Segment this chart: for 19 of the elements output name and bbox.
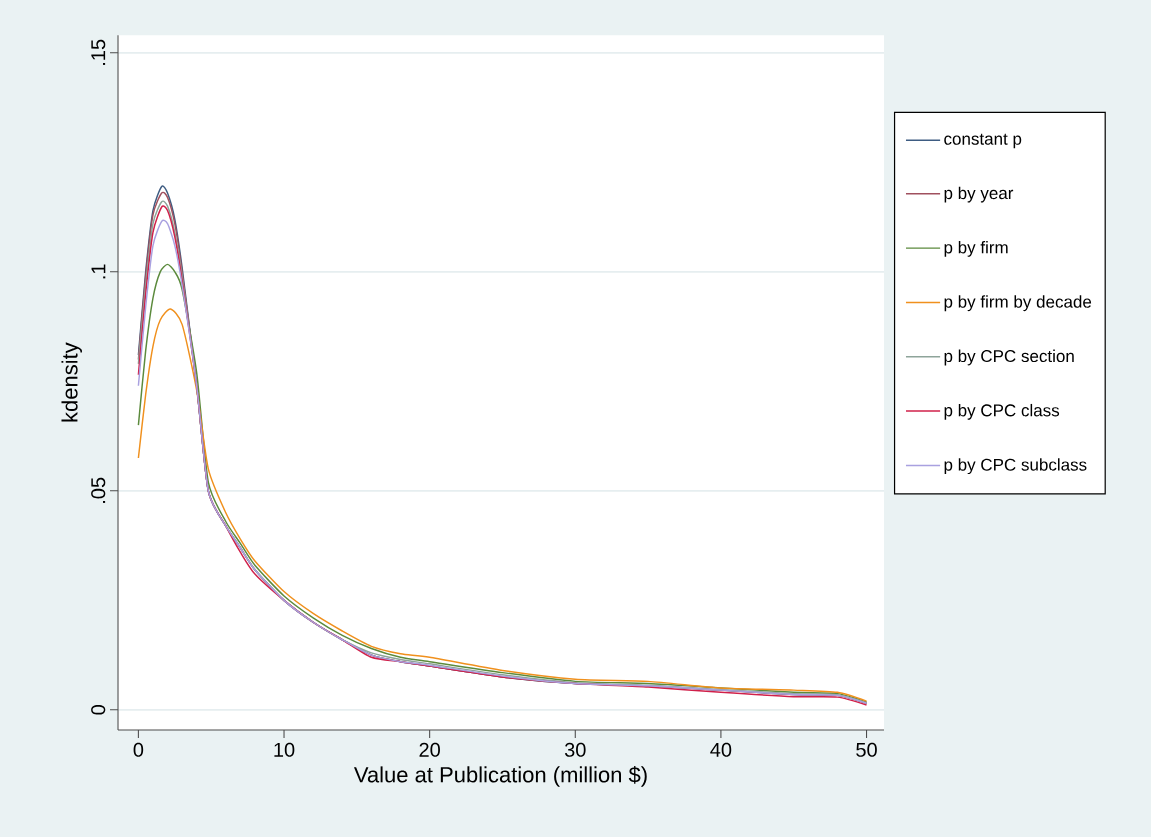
legend-label: p by year (944, 186, 1014, 203)
legend-label: p by CPC class (944, 403, 1060, 420)
x-tick-label: 50 (856, 742, 877, 757)
y-tick-label: .15 (91, 39, 106, 65)
x-tick-label: 0 (133, 742, 144, 757)
x-tick-label: 40 (710, 742, 732, 757)
y-tick-label: .05 (91, 477, 106, 503)
legend-label: p by CPC section (944, 349, 1074, 366)
legend-label: constant p (944, 133, 1022, 149)
legend-label: p by firm by decade (944, 295, 1092, 312)
legend-label: p by CPC subclass (944, 458, 1087, 475)
y-tick-label: .1 (91, 264, 106, 279)
x-tick-label: 20 (419, 742, 440, 757)
x-axis-title: Value at Publication (million $) (353, 766, 647, 787)
legend-label: p by firm (944, 240, 1008, 257)
x-tick-label: 10 (274, 742, 295, 757)
y-tick-label: 0 (91, 705, 106, 715)
y-axis-title: kdensity (61, 342, 82, 422)
x-tick-label: 30 (564, 742, 586, 757)
